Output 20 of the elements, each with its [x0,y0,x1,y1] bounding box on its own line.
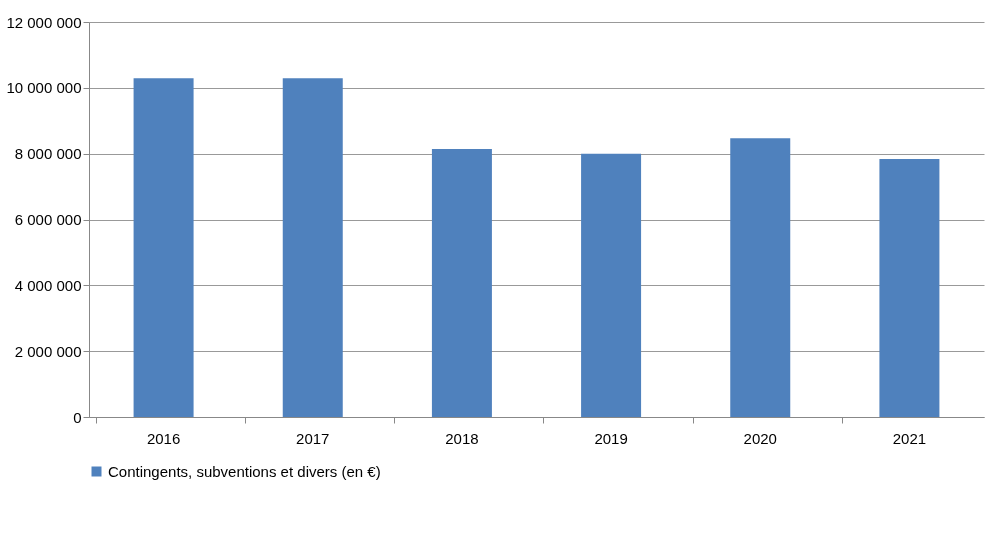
bar [431,149,492,417]
legend-label: Contingents, subventions et divers (en €) [108,462,381,480]
y-tick-label: 8 000 000 [14,145,82,163]
x-tick-label: 2017 [296,429,330,447]
bar [730,138,791,417]
x-tick-label: 2020 [743,429,777,447]
y-tick-label: 0 [73,408,82,426]
bar [581,153,642,417]
x-tick-label: 2016 [146,429,181,447]
x-tick-label: 2018 [445,429,479,447]
x-tick-label: 2019 [594,429,628,447]
y-tick-label: 4 000 000 [14,276,82,294]
bar [133,78,194,417]
bar [879,158,940,417]
y-tick-label: 12 000 000 [6,13,82,31]
x-tick-label: 2021 [892,429,927,447]
y-tick-label: 10 000 000 [6,79,82,97]
y-tick-label: 2 000 000 [14,342,82,360]
y-tick-label: 6 000 000 [14,211,82,228]
bar [282,78,343,417]
